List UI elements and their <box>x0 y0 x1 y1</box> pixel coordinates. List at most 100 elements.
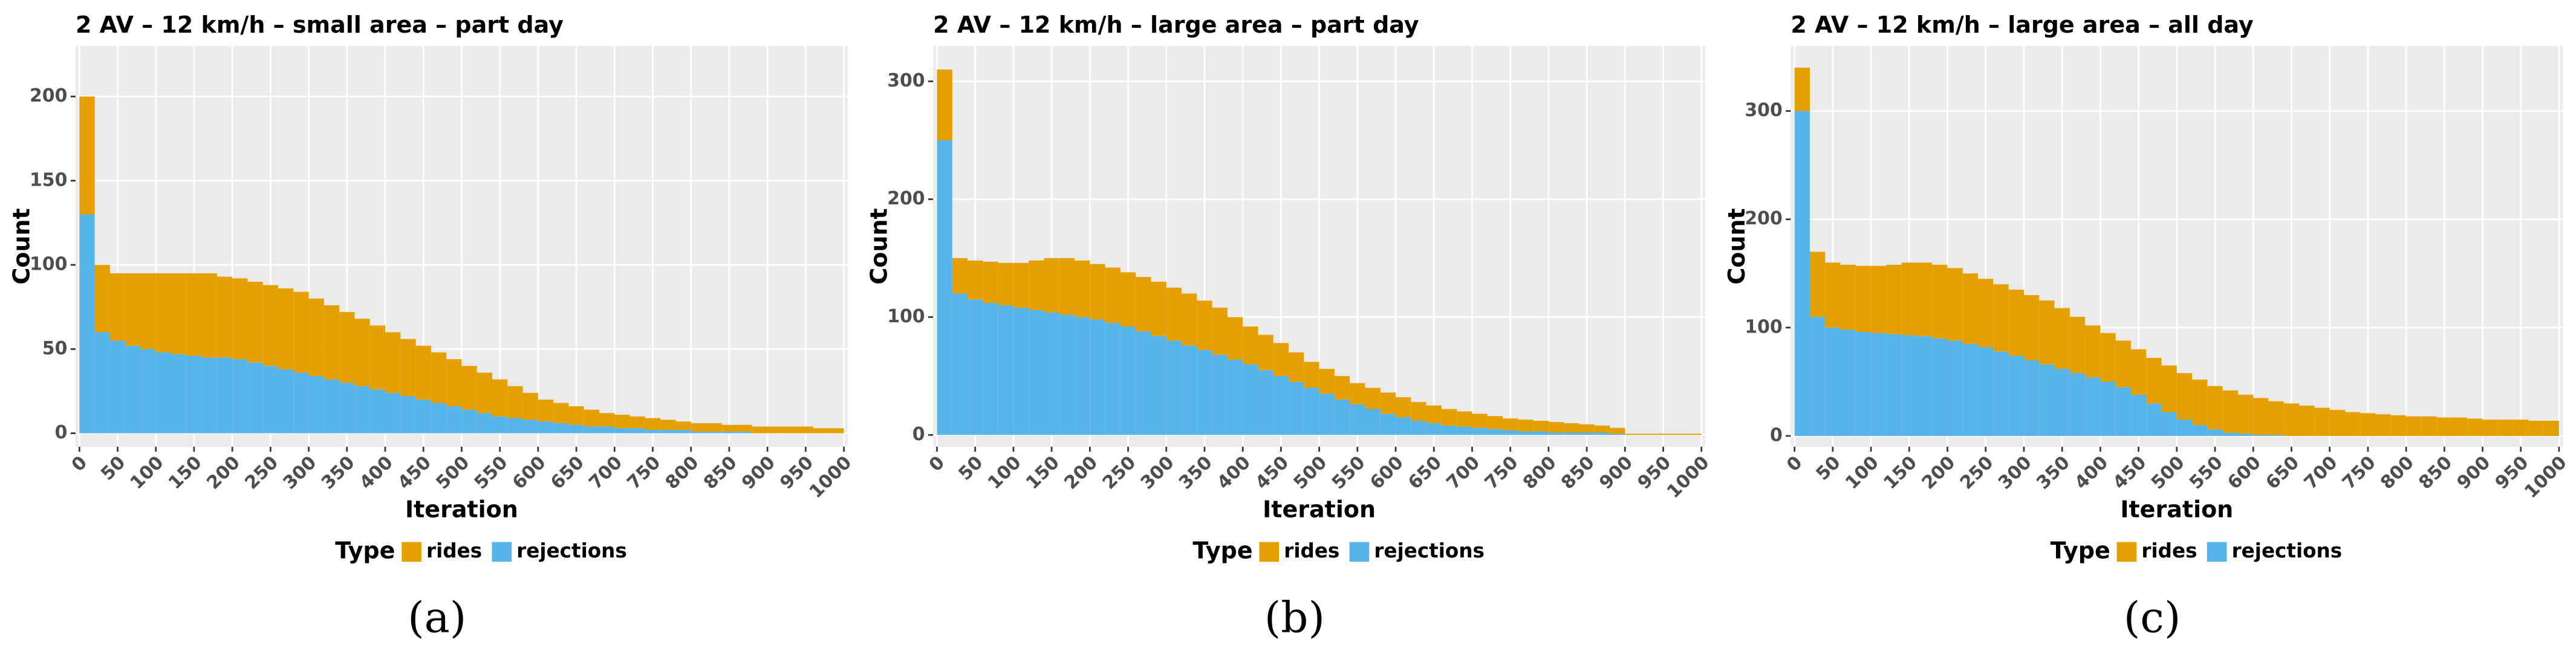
bar-segment <box>2222 390 2238 433</box>
x-tick-label: 300 <box>1137 452 1179 494</box>
bar-segment <box>155 273 172 352</box>
bar-segment <box>538 421 554 434</box>
bar-segment <box>1655 434 1671 435</box>
x-tick-label: 300 <box>1994 452 2036 494</box>
bar-segment <box>369 325 386 390</box>
bar-segment <box>629 416 645 429</box>
bar-segment <box>461 366 477 410</box>
bar-segment <box>1273 375 1289 435</box>
bar-segment <box>186 273 202 356</box>
bar-segment <box>1564 432 1579 435</box>
bar-segment <box>1120 272 1136 327</box>
bar-segment <box>2146 403 2162 436</box>
bar-segment <box>553 423 569 434</box>
bar-segment <box>2344 412 2361 436</box>
bar-segment <box>2375 414 2391 436</box>
y-axis-label: Count <box>8 208 35 284</box>
x-tick-label: 650 <box>547 452 588 494</box>
bar-segment <box>216 357 233 434</box>
bar-segment <box>2023 295 2040 360</box>
bar-segment <box>968 299 983 435</box>
bar-segment <box>201 273 217 358</box>
bar-segment <box>1472 427 1488 435</box>
bar-segment <box>1809 252 1826 317</box>
bar-segment <box>2543 420 2559 436</box>
bar-segment <box>2069 373 2086 436</box>
x-tick-label: 100 <box>126 452 168 494</box>
bar-segment <box>2207 386 2223 430</box>
bar-segment <box>2497 420 2514 436</box>
bar-segment <box>492 379 508 417</box>
y-tick-label: 200 <box>887 188 925 209</box>
bar-segment <box>645 418 661 430</box>
bar-segment <box>109 273 126 341</box>
x-tick-label: 400 <box>356 452 397 494</box>
bar-segment <box>538 399 554 422</box>
x-tick-label: 1000 <box>805 452 856 503</box>
bar-segment <box>1794 111 1810 436</box>
bar-segment <box>476 372 493 414</box>
legend-label: rides <box>2141 539 2197 562</box>
x-tick-label: 550 <box>2185 452 2227 494</box>
x-tick-label: 500 <box>432 452 473 494</box>
bar-segment <box>1396 397 1411 418</box>
bar-segment <box>691 423 706 432</box>
bar-segment <box>952 293 968 435</box>
bar-segment <box>1090 264 1105 320</box>
bar-segment <box>2314 408 2330 436</box>
bar-segment <box>2451 417 2468 436</box>
x-tick-label: 650 <box>1404 452 1446 494</box>
legend-label: rejections <box>516 539 627 562</box>
bar-segment <box>584 426 599 434</box>
bar-segment <box>2069 316 2086 374</box>
bar-segment <box>492 416 508 434</box>
bar-segment <box>1962 343 1979 436</box>
bar-segment <box>446 406 462 434</box>
bar-segment <box>94 332 110 434</box>
x-tick-label: 700 <box>2300 452 2342 494</box>
bar-segment <box>1044 258 1059 313</box>
legend: Type rides rejections <box>335 537 627 563</box>
bar-segment <box>1809 316 1826 436</box>
bar-segment <box>1243 326 1258 365</box>
bar-segment <box>675 430 691 434</box>
bar-segment <box>369 389 386 434</box>
caption: (a) <box>408 592 466 642</box>
bar-segment <box>1886 264 1902 334</box>
bar-segment <box>1350 383 1365 404</box>
bar-segment <box>1396 417 1411 435</box>
bar-segment <box>446 359 462 407</box>
bar-segment <box>721 424 737 432</box>
bar-segment <box>1227 317 1243 360</box>
x-tick-label: 600 <box>1366 452 1408 494</box>
bar-segment <box>2253 398 2269 435</box>
bar-segment <box>1380 414 1396 435</box>
bar-segment <box>140 349 156 434</box>
bar-segment <box>2513 420 2529 436</box>
y-tick-label: 300 <box>1745 100 1782 121</box>
bar-segment <box>125 273 141 346</box>
bar-segment <box>1197 350 1212 435</box>
bar-segment <box>1671 434 1686 435</box>
bar-segment <box>1289 382 1304 435</box>
bar-segment <box>798 426 813 434</box>
bar-segment <box>737 431 752 434</box>
bar-segment <box>1166 340 1182 435</box>
bar-segment <box>1794 67 1810 111</box>
bar-segment <box>2039 364 2055 436</box>
bar-segment <box>2207 429 2223 436</box>
bar-segment <box>522 392 538 420</box>
bar-segment <box>216 276 233 358</box>
y-tick-label: 50 <box>42 338 68 359</box>
bar-segment <box>1212 354 1228 435</box>
bar-segment <box>1258 334 1273 371</box>
bar-segment <box>1426 405 1442 423</box>
bar-segment <box>2237 434 2254 436</box>
bar-segment <box>1457 411 1472 427</box>
legend-title: Type <box>335 537 395 563</box>
x-tick-label: 50 <box>97 452 129 485</box>
bar-segment <box>1855 332 1872 436</box>
bar-segment <box>507 418 523 434</box>
bar-segment <box>1594 425 1610 433</box>
bar-segment <box>2008 290 2024 356</box>
